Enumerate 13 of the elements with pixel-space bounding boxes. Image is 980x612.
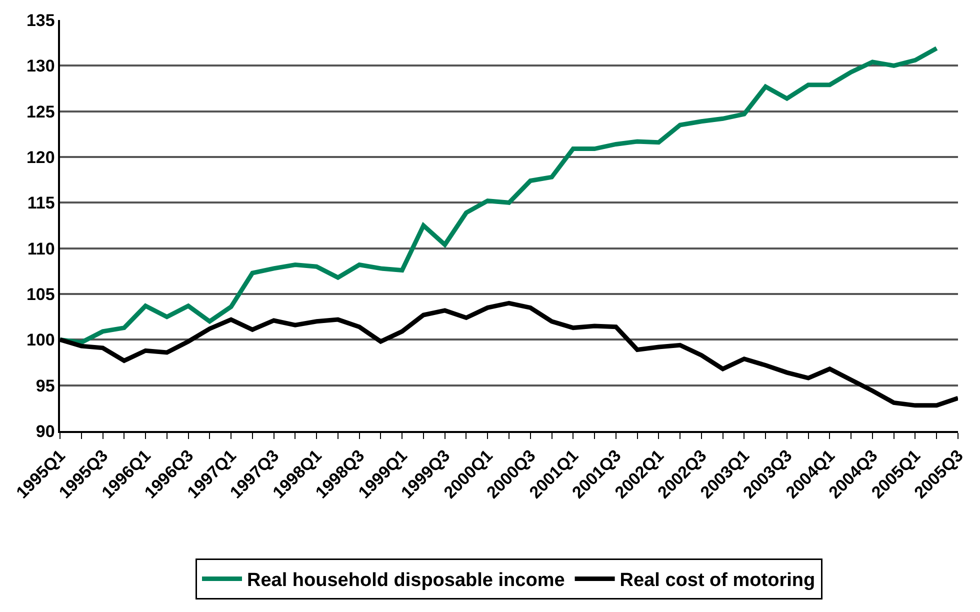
y-tick-label: 120 [26,148,55,167]
y-tick-label: 90 [36,422,55,441]
y-tick-label: 115 [27,194,55,213]
y-tick-label: 95 [36,376,55,396]
legend-label: Real household disposable income [247,570,565,592]
y-tick-label: 110 [27,239,55,258]
y-tick-label: 125 [26,102,55,122]
line-series [60,46,939,345]
y-tick-label: 130 [26,56,55,76]
legend-label: Real cost of motoring [620,570,816,592]
y-tick-label: 100 [26,330,55,350]
y-tick-label: 105 [26,284,55,304]
y-tick-label: 135 [26,10,55,30]
